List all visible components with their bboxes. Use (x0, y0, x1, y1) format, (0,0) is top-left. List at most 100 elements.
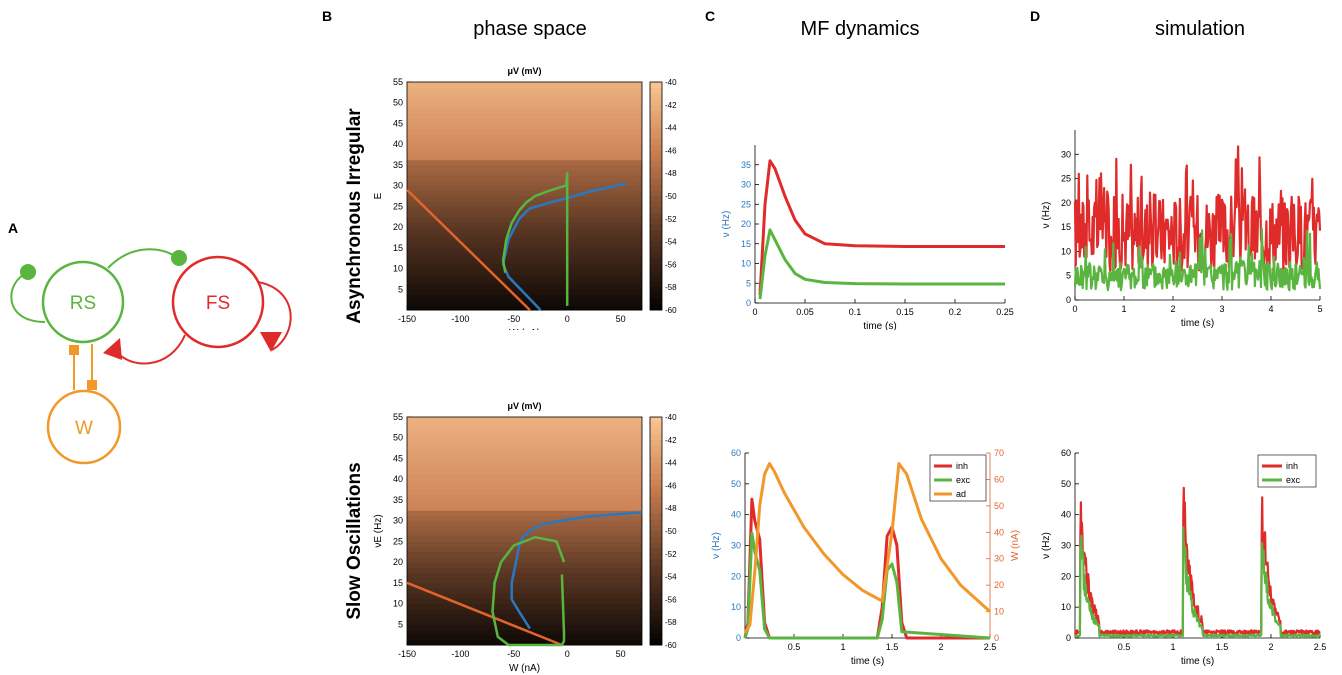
y2-tick-label: 10 (994, 607, 1004, 617)
y-tick-label: 50 (731, 479, 741, 489)
y2-tick-label: 50 (994, 501, 1004, 511)
colorbar-segment (650, 576, 662, 583)
panel-letter-c: C (705, 8, 716, 24)
colorbar: -40 -42 -44 -46 -48 -50 -52 -54 -56 -58 -60 (649, 78, 677, 315)
y-tick-label: 50 (393, 98, 403, 108)
colorbar-tick-label: -54 (665, 573, 677, 582)
colorbar-segment (650, 304, 662, 311)
y-tick-label: 0 (736, 633, 741, 643)
y2-tick-label: 60 (994, 474, 1004, 484)
phase-curve-0 (406, 581, 563, 647)
y-tick-label: 20 (731, 571, 741, 581)
heatmap-band (407, 474, 642, 480)
colorbar-segment (650, 144, 662, 151)
colorbar-segment (650, 150, 662, 157)
colorbar-segment (650, 275, 662, 282)
y-axis-label: ν (Hz) (1041, 202, 1052, 229)
colorbar-segment (650, 99, 662, 106)
y-tick-label: 25 (1061, 174, 1071, 184)
colorbar-segment (650, 253, 662, 260)
colorbar-segment (650, 167, 662, 174)
heatmap-band (407, 92, 642, 99)
colorbar-tick-label: -48 (665, 169, 677, 178)
heatmap-band (407, 567, 642, 573)
heatmap-band (407, 634, 642, 641)
colorbar-segment (650, 161, 662, 168)
heatmap-band (407, 268, 642, 275)
heatmap-band (407, 253, 642, 259)
x-tick-label: 2 (1268, 642, 1273, 652)
mf-line-exc (758, 228, 1005, 300)
y-tick-label: 5 (398, 619, 403, 629)
heatmap-band (407, 422, 642, 428)
heatmap-band (407, 247, 642, 254)
w-label: W (75, 418, 93, 439)
heatmap-band (407, 139, 642, 145)
y-tick-label: 30 (731, 541, 741, 551)
colorbar-segment (650, 235, 662, 243)
phase-space-so-chart: -150 -100 -50 0 50 5 10 15 20 25 30 35 40 45 50 55 W (nA… (373, 401, 677, 674)
y2-tick-label: 30 (994, 554, 1004, 564)
colorbar-segment (650, 87, 662, 94)
colorbar-segment (650, 570, 662, 578)
phase-curve-1 (510, 511, 643, 630)
sim-line-exc (1073, 526, 1322, 638)
heatmap-band (407, 448, 642, 454)
x-tick-label: 4 (1268, 304, 1273, 314)
x-tick-label: -100 (451, 649, 469, 659)
phase-curve-2 (491, 535, 566, 647)
rs-node (41, 260, 125, 344)
heatmap-band (407, 242, 642, 249)
heatmap-band (407, 639, 642, 646)
y-tick-label: 20 (393, 222, 403, 232)
y-tick-label: 60 (1061, 448, 1071, 458)
y-tick-label: 40 (731, 510, 741, 520)
heatmap-band (407, 624, 642, 630)
heatmap-band (407, 133, 642, 140)
colorbar-segment (650, 230, 662, 237)
colorbar-segment (650, 116, 662, 123)
heatmap-band (407, 417, 642, 423)
heatmap-band (407, 87, 642, 93)
colorbar-segment (650, 502, 662, 509)
colorbar-segment (650, 292, 662, 300)
heatmap-band (407, 185, 642, 192)
colorbar-segment (650, 82, 662, 89)
heatmap-band (407, 520, 642, 527)
y-tick-label: 30 (393, 516, 403, 526)
x-tick-label: 1.5 (1216, 642, 1229, 652)
x-axis-label: W (nA) (509, 328, 540, 330)
colorbar-tick-label: -50 (665, 192, 677, 201)
simulation-ai-chart: 0 1 2 3 4 5 0 5 10 15 20 25 30 time (s) ν (Hz) (1041, 130, 1323, 329)
x-tick-label: 0 (565, 314, 570, 324)
panel-letter-d: D (1030, 8, 1041, 24)
legend: inh exc ad (929, 454, 987, 502)
y-tick-label: 15 (393, 578, 403, 588)
y-tick-label: 5 (398, 284, 403, 294)
heatmap-band (407, 304, 642, 311)
colorbar-segment (650, 264, 662, 271)
colorbar-segment (650, 622, 662, 629)
x-tick-label: -50 (507, 649, 520, 659)
heatmap-band (407, 196, 642, 202)
colorbar-segment (650, 439, 662, 446)
colorbar-segment (650, 479, 662, 486)
heatmap-band (407, 170, 642, 176)
colorbar-segment (650, 417, 662, 424)
heatmap-band (407, 598, 642, 605)
x-tick-label: -150 (398, 649, 416, 659)
x-tick-label: 0.5 (788, 642, 801, 652)
network-diagram: RS FS W (10, 248, 292, 465)
y-tick-label: 30 (1061, 149, 1071, 159)
y-tick-label: 35 (741, 160, 751, 170)
y-tick-label: 20 (741, 219, 751, 229)
colorbar-tick-label: -52 (665, 550, 677, 559)
y-tick-label: 5 (746, 278, 751, 288)
heatmap-band (407, 144, 642, 150)
rs-to-w-synapse-icon (87, 380, 97, 390)
x-tick-label: 0 (752, 307, 757, 317)
colorbar-segment (650, 616, 662, 623)
heatmap-band (407, 227, 642, 233)
colorbar-tick-label: -44 (665, 124, 677, 133)
x-axis-label: time (s) (1181, 318, 1214, 329)
